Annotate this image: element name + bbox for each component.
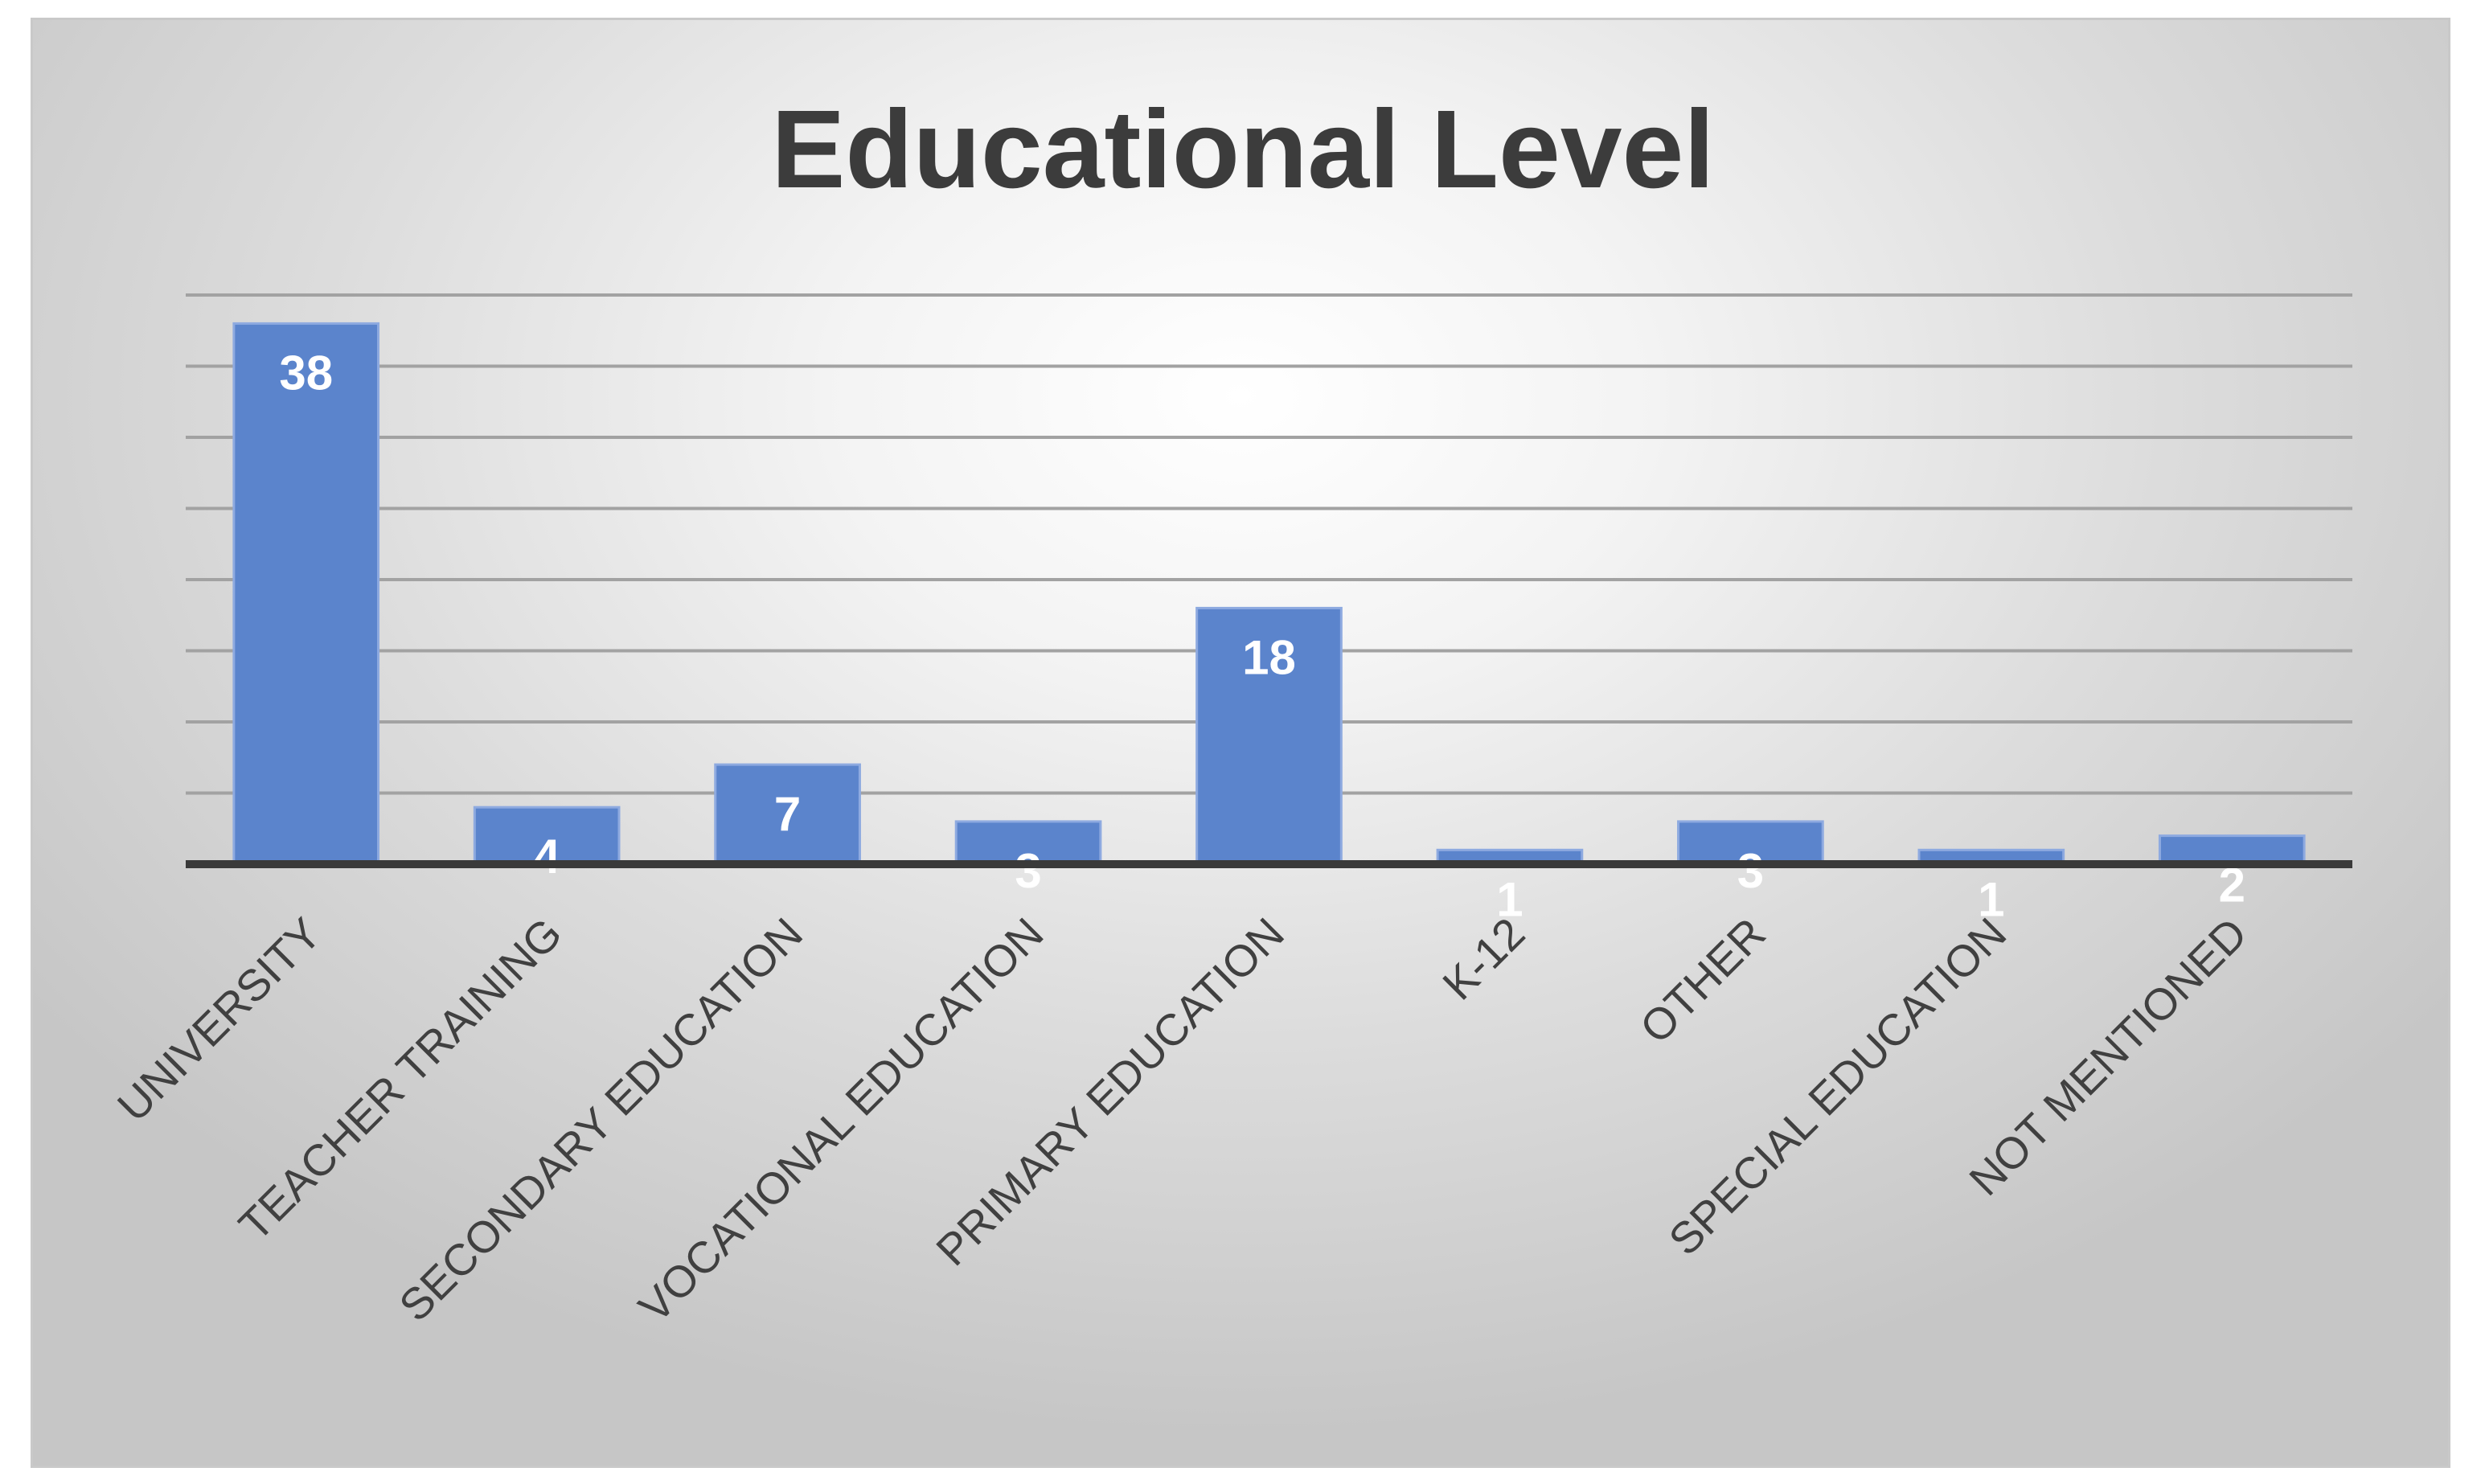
x-tick-label: UNIVERSITY <box>108 908 330 1131</box>
data-label: 3 <box>1015 844 1041 898</box>
data-label: 4 <box>533 830 560 883</box>
x-tick-label: OTHER <box>1630 908 1775 1053</box>
x-tick-label: SECONDARY EDUCATION <box>389 908 812 1331</box>
data-label: 1 <box>1978 872 2004 926</box>
data-label: 7 <box>774 787 801 841</box>
bar <box>232 322 380 866</box>
x-tick-label: VOCATIONAL EDUCATION <box>629 908 1052 1332</box>
bar <box>954 820 1102 866</box>
chart-title: Educational Level <box>771 88 1714 211</box>
data-label: 18 <box>1242 630 1296 684</box>
bar <box>1677 820 1824 866</box>
chart-area: Educational Level 38 4 7 3 18 1 3 1 2 UNIVERSITY… <box>31 18 2450 1468</box>
data-label: 38 <box>279 346 333 400</box>
bar <box>2158 834 2306 866</box>
data-label: 1 <box>1496 872 1523 926</box>
bars <box>232 322 2306 866</box>
data-label: 3 <box>1737 844 1764 898</box>
bar <box>473 806 621 866</box>
bar <box>1195 606 1343 866</box>
